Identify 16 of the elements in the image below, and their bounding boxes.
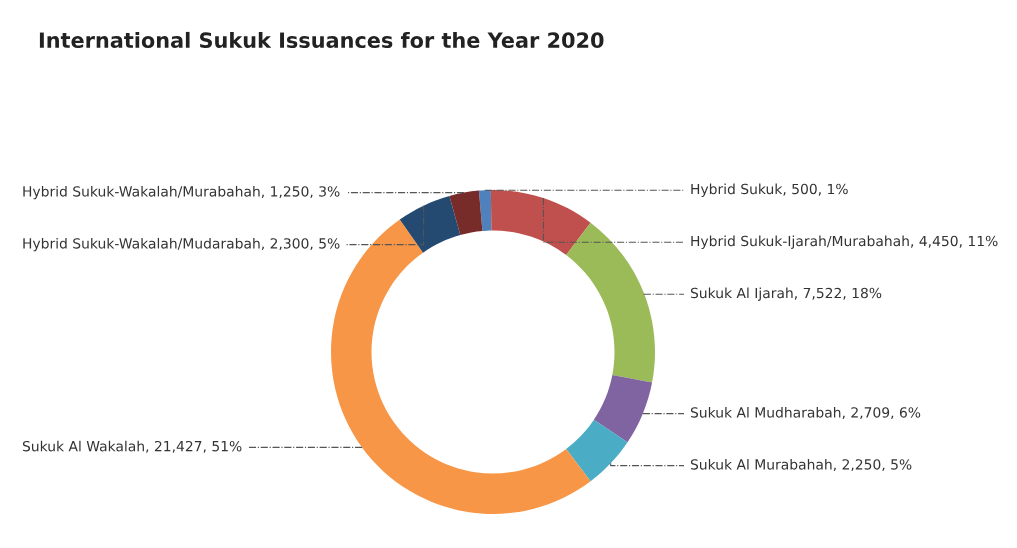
slice-label: Sukuk Al Murabahah, 2,250, 5% bbox=[690, 458, 912, 472]
slice-label: Hybrid Sukuk-Wakalah/Murabahah, 1,250, 3% bbox=[23, 185, 340, 200]
slice-label: Sukuk Al Ijarah, 7,522, 18% bbox=[690, 287, 882, 301]
slice-label: Sukuk Al Wakalah, 21,427, 51% bbox=[22, 440, 242, 453]
donut-slice bbox=[490, 190, 591, 255]
slice-label: Hybrid Sukuk, 500, 1% bbox=[691, 183, 848, 197]
donut-slice bbox=[478, 190, 492, 231]
donut-slice bbox=[566, 419, 628, 482]
chart-title: International Sukuk Issuances for the Year 2020 bbox=[39, 31, 604, 49]
donut-slice bbox=[566, 222, 655, 383]
slice-label: Hybrid Sukuk-Wakalah/Mudarabah, 2,300, 5% bbox=[23, 237, 340, 252]
donut-slice bbox=[399, 195, 461, 253]
slice-label: Hybrid Sukuk-Ijarah/Murabahah, 4,450, 11% bbox=[691, 235, 998, 249]
donut-slice bbox=[449, 190, 483, 235]
slice-label: Sukuk Al Mudharabah, 2,709, 6% bbox=[690, 406, 921, 420]
donut-slice bbox=[593, 374, 653, 443]
